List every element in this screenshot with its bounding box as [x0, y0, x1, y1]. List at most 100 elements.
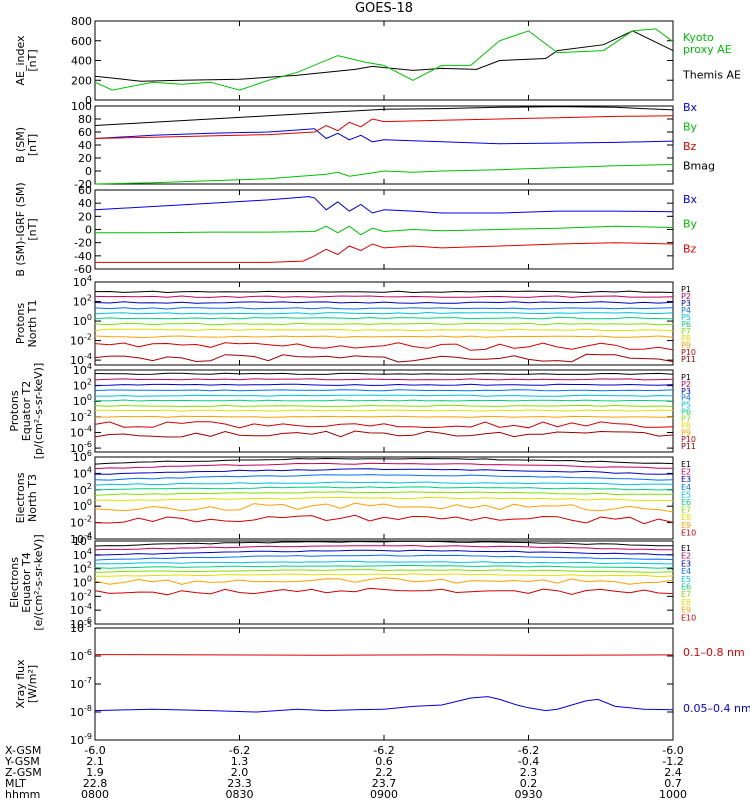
y-tick-label: 200 — [71, 74, 92, 87]
x-row-label: hhmm — [5, 788, 40, 800]
y-tick-exponent: 0 — [87, 498, 92, 507]
series-e9 — [94, 577, 674, 585]
y-tick-exponent: 4 — [87, 547, 92, 556]
legend-p5: P5 — [681, 401, 691, 410]
x-tick-label: -6.2 — [518, 744, 539, 757]
legend-entry: Bx — [683, 101, 698, 114]
y-tick-label: 10-2 — [70, 409, 92, 424]
series-e3 — [94, 549, 673, 556]
series-e6 — [94, 564, 674, 569]
series-p11 — [94, 353, 674, 363]
legend-e6: E6 — [681, 583, 691, 592]
x-tick-label: 0900 — [370, 788, 398, 800]
series-p11 — [94, 430, 674, 438]
legend-entry-line: Kyoto — [683, 31, 714, 44]
y-axis-label-line: [nT] — [26, 49, 39, 71]
legend-e10: E10 — [681, 613, 696, 622]
legend-p1: P1 — [681, 285, 691, 294]
x-tick-label: 0800 — [81, 788, 109, 800]
series-bz — [94, 115, 674, 139]
y-tick-label: 10-6 — [70, 648, 92, 663]
series-p3 — [94, 383, 674, 386]
legend-e8: E8 — [681, 598, 691, 607]
legend-entry: Bz — [683, 140, 697, 153]
legend-p11: P11 — [681, 355, 696, 364]
series-e4 — [94, 554, 674, 561]
y-tick-exponent: -6 — [84, 648, 92, 657]
y-tick-exponent: 0 — [87, 575, 92, 584]
y-axis-label-line: North T1 — [26, 300, 39, 348]
y-tick-label: 0 — [85, 165, 92, 178]
x-tick-label: 1.9 — [86, 766, 104, 779]
y-tick-label: 10-7 — [70, 676, 92, 691]
panel-frame — [94, 105, 674, 185]
y-tick-label: 10-5 — [70, 620, 92, 635]
legend-e8: E8 — [681, 513, 691, 522]
x-tick-label: 2.4 — [664, 766, 682, 779]
series-e8 — [94, 496, 674, 502]
legend-entry: 0.05–0.4 nm — [683, 702, 750, 715]
legend-e9: E9 — [681, 521, 691, 530]
legend-e5: E5 — [681, 575, 691, 584]
y-tick-exponent: -4 — [84, 531, 92, 540]
legend-e5: E5 — [681, 490, 691, 499]
y-tick-exponent: -7 — [84, 676, 92, 685]
y-tick-label: 20 — [78, 152, 92, 165]
y-axis-label-line: B (SM) — [14, 127, 27, 163]
series-p5 — [94, 311, 674, 315]
legend-entry-line: By — [683, 121, 698, 134]
legend-entry-line: By — [683, 218, 698, 231]
x-row-label: Z-GSM — [5, 766, 42, 779]
y-tick-label: 102 — [73, 294, 92, 309]
y-tick-exponent: -5 — [84, 620, 92, 629]
y-tick-label: 10-2 — [70, 515, 92, 530]
y-tick-label: -60 — [74, 263, 92, 276]
series-e1 — [94, 540, 674, 547]
y-tick-label: 100 — [73, 575, 92, 590]
y-tick-label: 0 — [85, 94, 92, 107]
legend-entry-line: Bz — [683, 243, 697, 256]
x-tick-label: -6.2 — [373, 744, 394, 757]
y-tick-label: 0 — [85, 224, 92, 237]
series-e2 — [94, 544, 673, 551]
y-axis-label-line: [nT] — [26, 218, 39, 240]
x-row-label: X-GSM — [5, 744, 41, 757]
y-tick-label: 104 — [73, 547, 92, 562]
y-axis-label-line: [p/(cm²-s-sr-keV)] — [32, 363, 45, 460]
legend-entry-line: proxy AE — [683, 43, 732, 56]
y-tick-label: 40 — [78, 197, 92, 210]
legend-entry: Kyoto proxy AE — [683, 31, 732, 56]
y-tick-label: 60 — [78, 184, 92, 197]
series-e7 — [94, 568, 674, 573]
panel-e_t4: 10610410210010-210-410-6ElectronsEquator… — [8, 533, 696, 631]
y-tick-label: 106 — [73, 449, 92, 464]
legend-e3: E3 — [681, 559, 691, 568]
y-axis-label: Xray flux[W/m²] — [14, 659, 39, 709]
y-axis-label-line: Electrons — [8, 557, 21, 608]
y-tick-label: -20 — [74, 178, 92, 191]
series-e10 — [94, 514, 674, 525]
y-tick-label: 600 — [71, 35, 92, 48]
y-axis-label-line: Equator T2 — [20, 381, 33, 441]
y-axis-label: B (SM)-IGRF (SM)[nT] — [14, 182, 39, 276]
y-tick-exponent: -4 — [84, 424, 92, 433]
series-e2 — [94, 462, 673, 470]
x-row-label: Y-GSM — [4, 755, 40, 768]
y-tick-exponent: 2 — [87, 378, 92, 387]
legend-e7: E7 — [681, 590, 691, 599]
legend-e4: E4 — [681, 567, 691, 576]
series-e4 — [94, 474, 674, 481]
y-axis-label: ProtonsNorth T1 — [14, 300, 39, 348]
series-p5 — [95, 394, 674, 397]
y-axis-label-line: Protons — [8, 390, 21, 431]
legend-p6: P6 — [681, 320, 691, 329]
legend-p4: P4 — [681, 306, 691, 315]
legend-e10: E10 — [681, 528, 696, 537]
series-p10 — [94, 342, 674, 351]
y-axis-label: B (SM)[nT] — [14, 127, 39, 163]
y-tick-label: 20 — [78, 210, 92, 223]
legend-e7: E7 — [681, 506, 691, 515]
series-p7 — [94, 322, 674, 326]
